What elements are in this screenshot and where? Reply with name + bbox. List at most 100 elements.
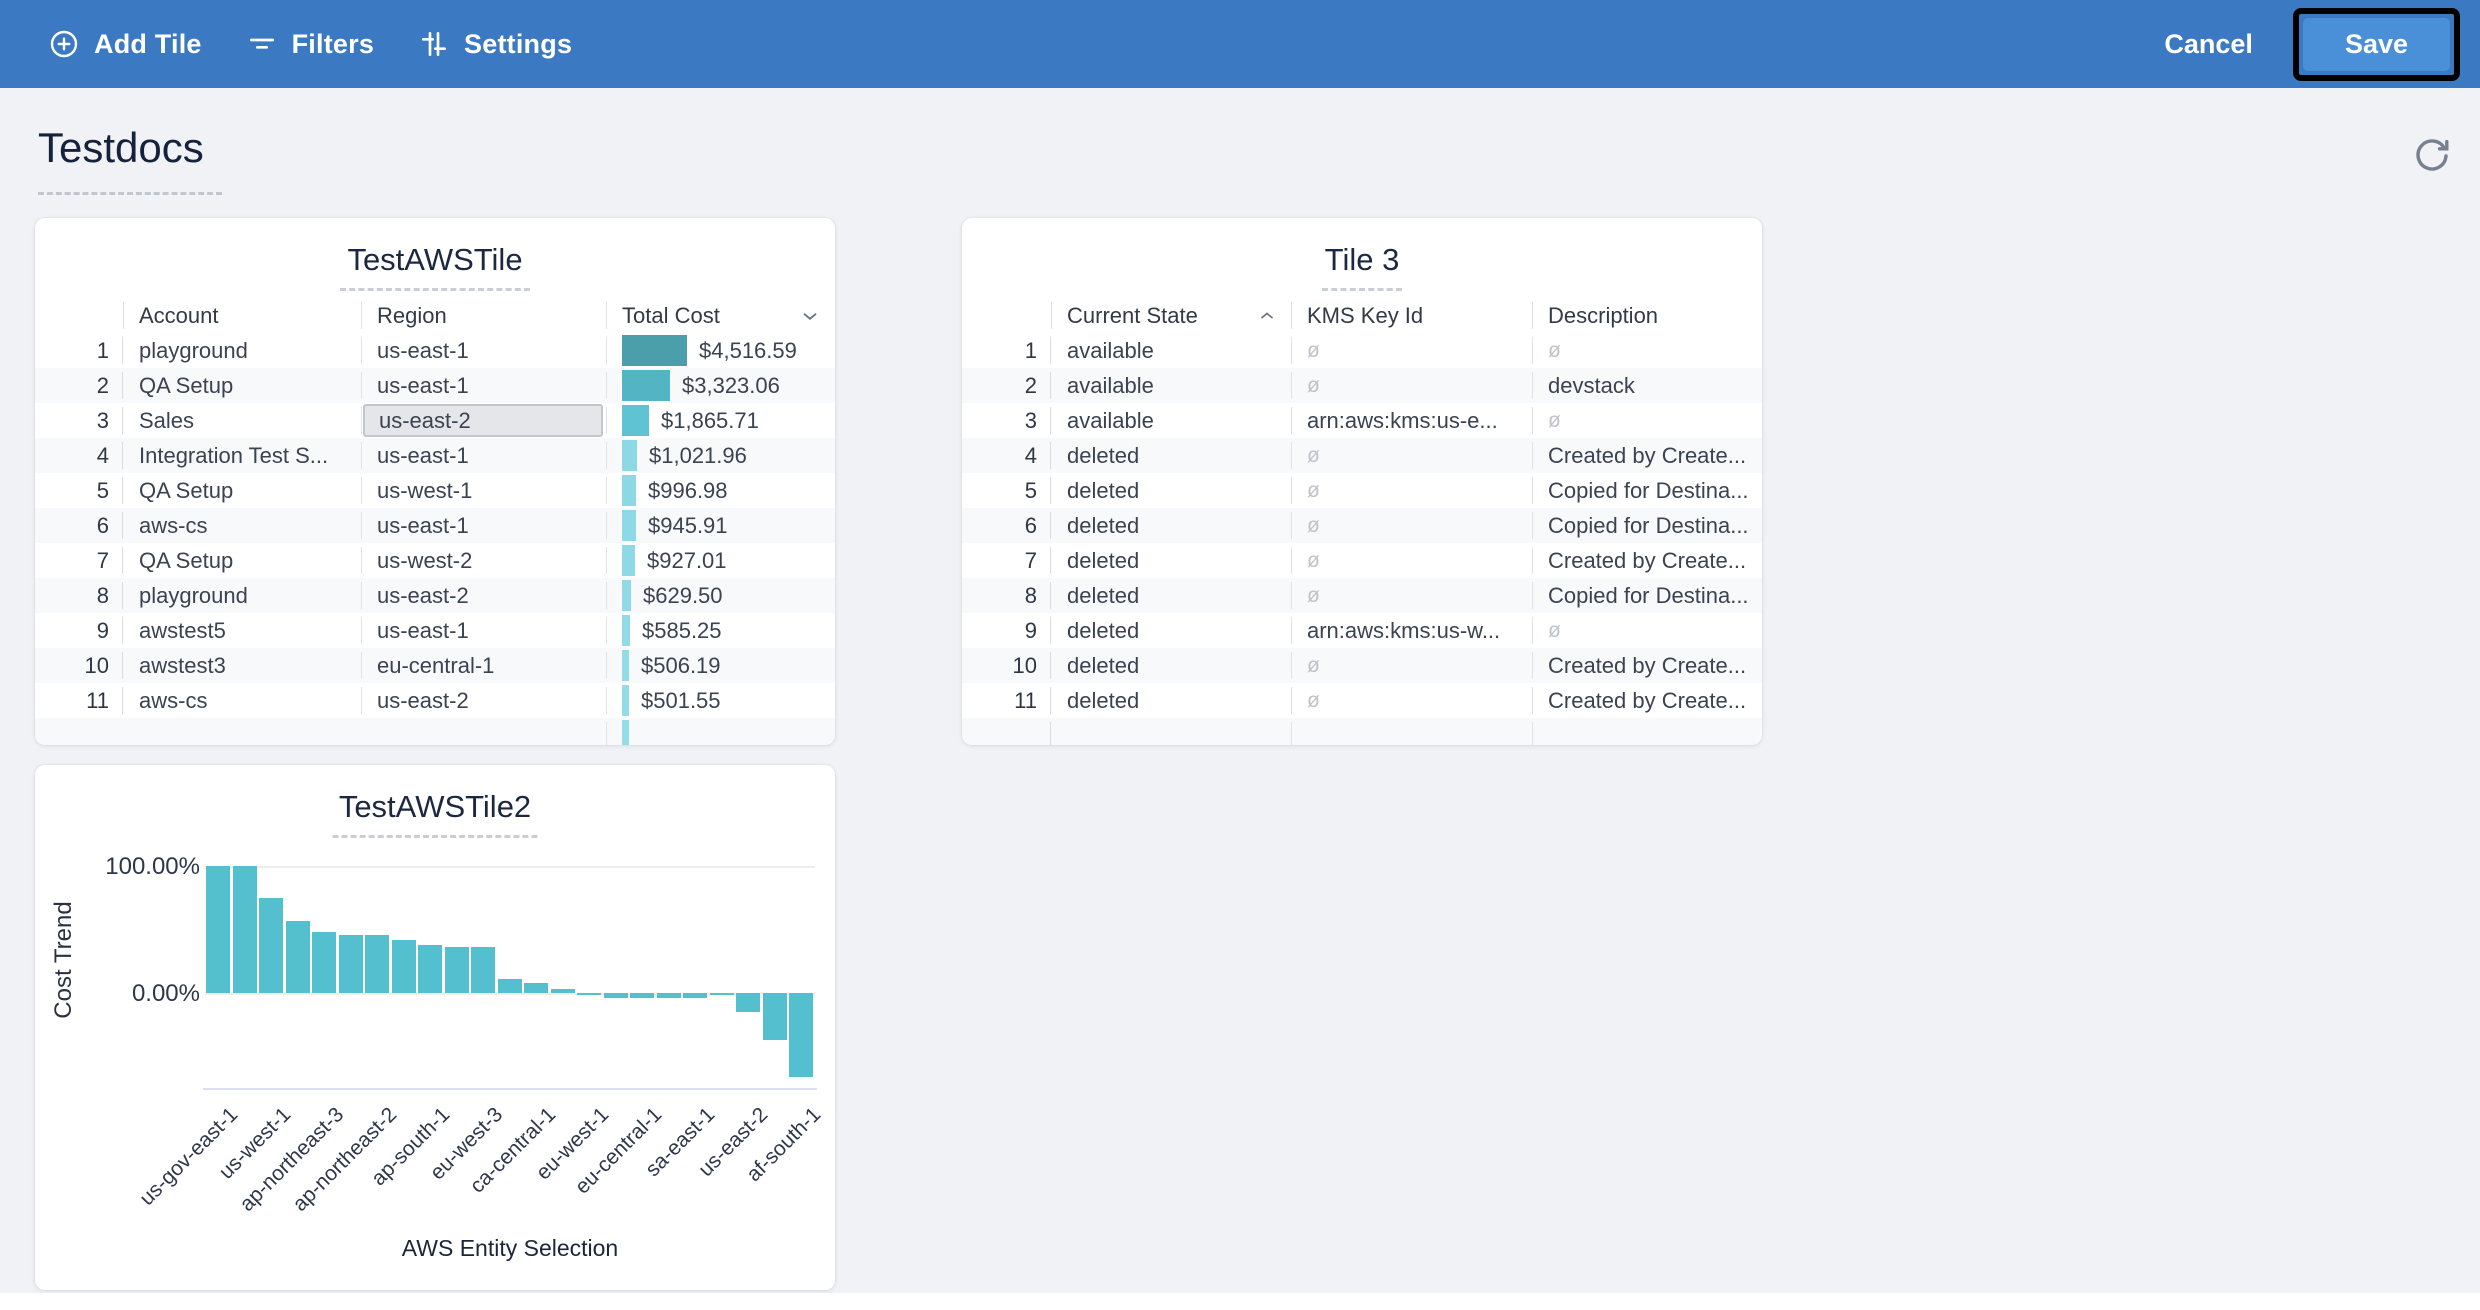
cell-description[interactable]: Created by Create... <box>1532 648 1762 683</box>
column-header-description[interactable]: Description <box>1532 298 1762 333</box>
cell-account[interactable]: playground <box>139 582 248 608</box>
chart-bar[interactable] <box>736 993 760 1012</box>
selected-cell-highlight[interactable]: us-east-2 <box>363 404 603 437</box>
cell-total-cost[interactable]: $501.55 <box>606 683 835 718</box>
cell-current-state[interactable]: deleted <box>1067 512 1140 538</box>
column-header-current-state[interactable]: Current State <box>1051 298 1291 333</box>
chart-bar[interactable] <box>710 993 734 995</box>
cell-description[interactable]: ø <box>1532 333 1762 368</box>
column-header-region[interactable]: Region <box>361 298 606 333</box>
chart-bar[interactable] <box>418 945 442 993</box>
chart-bar[interactable] <box>206 866 230 993</box>
cell-kms-key-id[interactable]: ø <box>1291 333 1532 368</box>
page-title[interactable]: Testdocs <box>38 124 204 171</box>
cell-total-cost[interactable]: $629.50 <box>606 578 835 613</box>
chart-bar[interactable] <box>577 993 601 995</box>
chart-bar[interactable] <box>339 935 363 993</box>
chart-bar[interactable] <box>365 935 389 993</box>
cell-current-state[interactable]: deleted <box>1067 477 1140 503</box>
tile-3[interactable]: Tile 3 Current State KMS Key Id Descript… <box>962 218 1762 745</box>
chart-bar[interactable] <box>498 979 522 993</box>
cell-account[interactable]: QA Setup <box>139 547 234 573</box>
cell-kms-key-id[interactable]: arn:aws:kms:us-e... <box>1291 403 1532 438</box>
cell-region[interactable]: eu-central-1 <box>361 648 606 683</box>
cell-region[interactable]: us-east-2 <box>361 578 606 613</box>
cell-total-cost[interactable]: $585.25 <box>606 613 835 648</box>
chart-bar[interactable] <box>789 993 813 1077</box>
cell-total-cost[interactable]: $945.91 <box>606 508 835 543</box>
cell-description[interactable]: ø <box>1532 403 1762 438</box>
chart-bar[interactable] <box>259 898 283 993</box>
cell-account[interactable]: awstest3 <box>139 652 226 678</box>
cell-current-state[interactable]: deleted <box>1067 547 1140 573</box>
chart-bar[interactable] <box>471 947 495 993</box>
chart-bar[interactable] <box>763 993 787 1040</box>
cell-kms-key-id[interactable]: ø <box>1291 648 1532 683</box>
tile-title[interactable]: TestAWSTile <box>347 242 523 277</box>
cell-description[interactable]: ø <box>1532 613 1762 648</box>
cell-current-state[interactable]: available <box>1067 337 1154 363</box>
cell-description[interactable]: Copied for Destina... <box>1532 508 1762 543</box>
chart-bar[interactable] <box>392 940 416 993</box>
chart-bar[interactable] <box>524 983 548 993</box>
cell-total-cost[interactable]: $1,021.96 <box>606 438 835 473</box>
cell-account[interactable]: aws-cs <box>139 687 208 713</box>
cell-total-cost[interactable]: $506.19 <box>606 648 835 683</box>
cell-account[interactable]: playground <box>139 337 248 363</box>
cell-description[interactable]: devstack <box>1532 368 1762 403</box>
cell-region[interactable]: us-east-1 <box>361 508 606 543</box>
cell-total-cost[interactable]: $3,323.06 <box>606 368 835 403</box>
settings-button[interactable]: Settings <box>418 28 572 60</box>
chart-bar[interactable] <box>630 993 654 998</box>
cell-total-cost[interactable]: $4,516.59 <box>606 333 835 368</box>
cell-region[interactable]: us-east-1 <box>361 438 606 473</box>
cell-kms-key-id[interactable]: ø <box>1291 683 1532 718</box>
chart-bar[interactable] <box>683 993 707 998</box>
cell-kms-key-id[interactable]: arn:aws:kms:us-w... <box>1291 613 1532 648</box>
cell-current-state[interactable]: deleted <box>1067 617 1140 643</box>
cell-kms-key-id[interactable]: ø <box>1291 508 1532 543</box>
chart-bar[interactable] <box>604 993 628 998</box>
cell-account[interactable]: Integration Test S... <box>139 442 329 468</box>
cell-kms-key-id[interactable]: ø <box>1291 578 1532 613</box>
tile-title[interactable]: Tile 3 <box>1324 242 1400 277</box>
cell-current-state[interactable]: deleted <box>1067 687 1140 713</box>
cell-total-cost[interactable]: $996.98 <box>606 473 835 508</box>
cell-kms-key-id[interactable]: ø <box>1291 438 1532 473</box>
cell-kms-key-id[interactable]: ø <box>1291 368 1532 403</box>
chevron-up-icon[interactable] <box>1257 306 1277 326</box>
chart-bar[interactable] <box>233 866 257 993</box>
cell-region[interactable]: us-east-2 <box>361 403 606 438</box>
cell-description[interactable]: Created by Create... <box>1532 543 1762 578</box>
cell-account[interactable]: QA Setup <box>139 477 234 503</box>
refresh-icon[interactable] <box>2408 132 2456 180</box>
chevron-down-icon[interactable] <box>799 305 821 327</box>
cell-region[interactable]: us-east-2 <box>361 683 606 718</box>
chart-bar[interactable] <box>551 989 575 993</box>
tile-testawstile2-chart[interactable]: TestAWSTile2 Cost Trend 100.00% 0.00% us… <box>35 765 835 1290</box>
cell-region[interactable]: us-east-1 <box>361 613 606 648</box>
cell-description[interactable]: Copied for Destina... <box>1532 473 1762 508</box>
cell-total-cost[interactable]: $927.01 <box>606 543 835 578</box>
chart-bar[interactable] <box>445 947 469 993</box>
chart-bar[interactable] <box>286 921 310 993</box>
filters-button[interactable]: Filters <box>246 28 374 60</box>
cell-account[interactable]: aws-cs <box>139 512 208 538</box>
column-header-total-cost[interactable]: Total Cost <box>606 298 835 333</box>
cell-current-state[interactable]: deleted <box>1067 652 1140 678</box>
chart-title[interactable]: TestAWSTile2 <box>338 789 532 824</box>
cell-current-state[interactable]: available <box>1067 372 1154 398</box>
cell-kms-key-id[interactable]: ø <box>1291 543 1532 578</box>
cell-description[interactable]: Copied for Destina... <box>1532 578 1762 613</box>
cell-region[interactable]: us-east-1 <box>361 368 606 403</box>
cell-region[interactable]: us-west-2 <box>361 543 606 578</box>
cell-account[interactable]: awstest5 <box>139 617 226 643</box>
cell-description[interactable]: Created by Create... <box>1532 438 1762 473</box>
cell-account[interactable]: QA Setup <box>139 372 234 398</box>
cell-region[interactable]: us-west-1 <box>361 473 606 508</box>
cell-total-cost[interactable]: $1,865.71 <box>606 403 835 438</box>
cell-kms-key-id[interactable]: ø <box>1291 473 1532 508</box>
chart-bar[interactable] <box>657 993 681 998</box>
cell-current-state[interactable]: deleted <box>1067 442 1140 468</box>
